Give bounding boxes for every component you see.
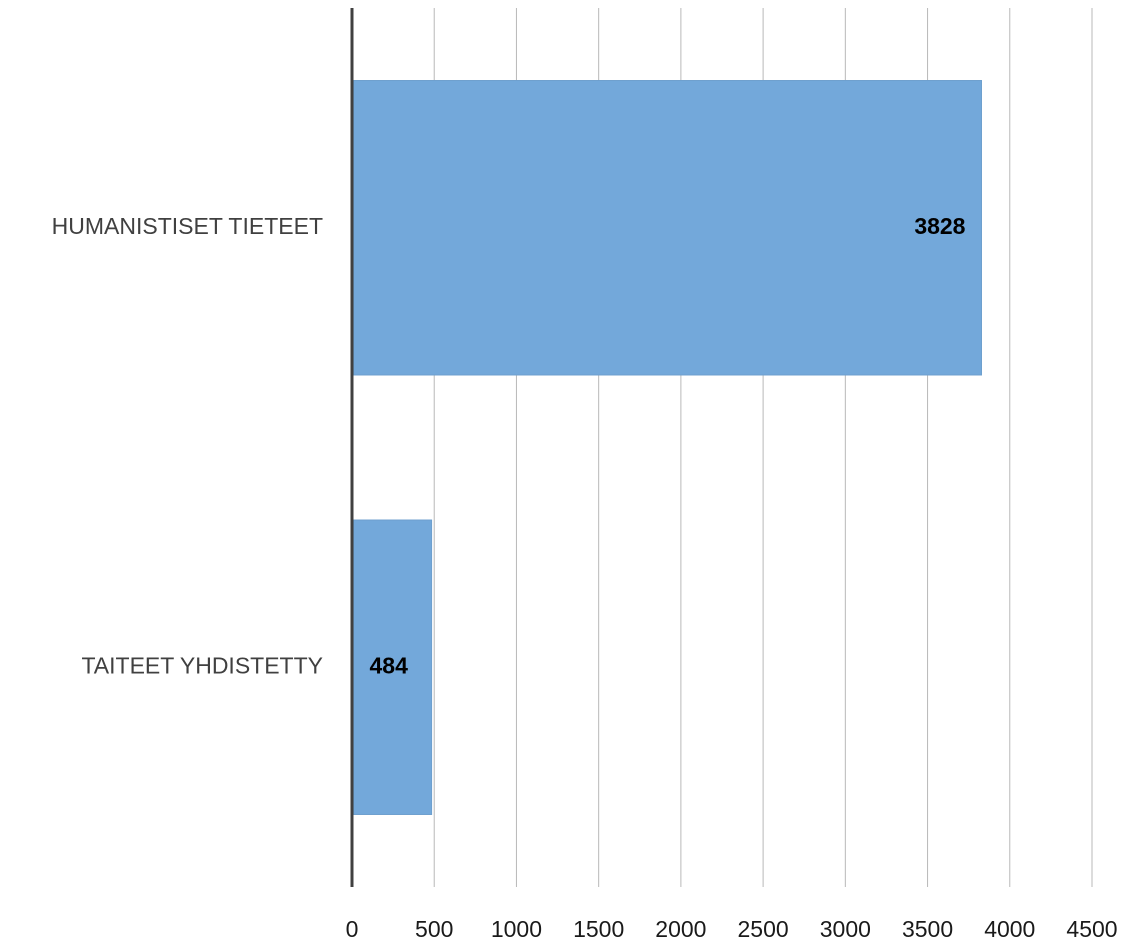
category-label-0: HUMANISTISET TIETEET: [52, 213, 323, 239]
bars: [353, 80, 982, 815]
x-tick-label-1000: 1000: [491, 916, 542, 942]
x-tick-label-2000: 2000: [655, 916, 706, 942]
x-tick-label-500: 500: [415, 916, 453, 942]
bar-1: [353, 519, 433, 815]
x-tick-label-1500: 1500: [573, 916, 624, 942]
x-tick-label-3500: 3500: [902, 916, 953, 942]
x-tick-label-3000: 3000: [820, 916, 871, 942]
bar-0: [353, 80, 982, 376]
x-tick-label-4500: 4500: [1066, 916, 1117, 942]
x-tick-label-0: 0: [346, 916, 359, 942]
data-label-1: 484: [370, 652, 409, 678]
x-tick-label-2500: 2500: [738, 916, 789, 942]
x-tick-label-4000: 4000: [984, 916, 1035, 942]
data-label-0: 3828: [914, 213, 965, 239]
data-labels: 3828 484: [370, 213, 966, 679]
x-tick-labels: 0 500 1000 1500 2000 2500 3000 3500 4000 4500: [346, 916, 1118, 942]
category-labels: HUMANISTISET TIETEET TAITEET YHDISTETTY: [52, 213, 323, 679]
category-label-1: TAITEET YHDISTETTY: [81, 652, 323, 678]
